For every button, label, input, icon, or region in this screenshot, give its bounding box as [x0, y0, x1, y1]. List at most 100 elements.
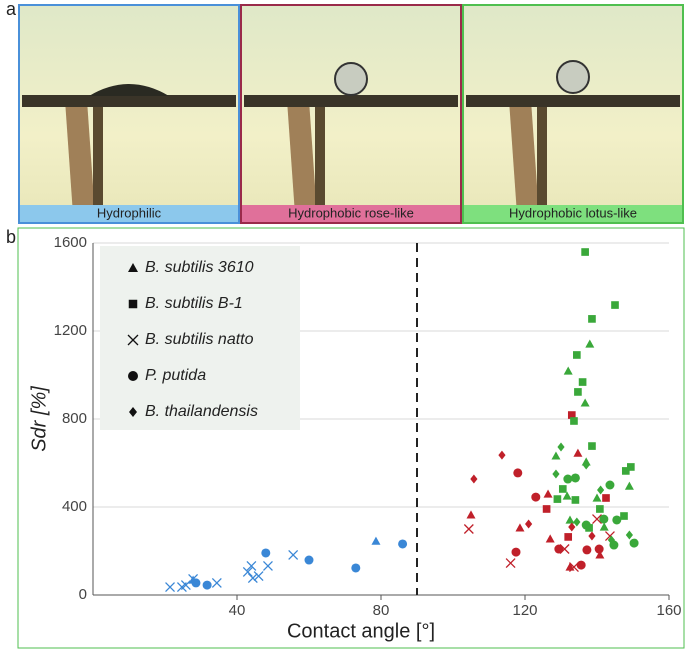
marker-triangle	[592, 493, 602, 502]
marker-triangle	[466, 510, 476, 519]
legend-label: B. subtilis B-1	[145, 295, 243, 312]
legend-label: P. putida	[145, 367, 206, 384]
marker-diamond	[625, 530, 633, 540]
marker-circle	[128, 371, 138, 381]
marker-circle	[191, 578, 201, 588]
photo-label: Hydrophobic rose-like	[288, 205, 414, 220]
photo-row: Hydrophilic Hydrophobic rose-like Hydropho…	[18, 4, 684, 224]
marker-triangle	[580, 398, 590, 407]
marker-circle	[599, 514, 609, 524]
support-dark	[537, 107, 547, 207]
marker-triangle	[371, 536, 381, 545]
photo-frame	[240, 4, 462, 224]
marker-diamond	[607, 535, 615, 545]
marker-square	[621, 467, 630, 475]
marker-diamond	[597, 485, 605, 495]
panel-frame	[17, 227, 685, 649]
photo-frame	[462, 4, 684, 224]
panel-letter: b	[6, 227, 16, 247]
marker-square	[581, 248, 589, 256]
marker-triangle	[595, 550, 605, 559]
y-tick-label: 1200	[54, 322, 87, 339]
support	[287, 107, 317, 207]
marker-diamond	[129, 407, 137, 417]
legend-label: B. subtilis natto	[145, 331, 254, 348]
y-tick-label: 800	[62, 410, 87, 427]
x-tick-label: 120	[512, 602, 537, 619]
marker-triangle	[543, 489, 553, 498]
label-bar	[240, 205, 462, 223]
marker-diamond	[498, 450, 506, 460]
marker-diamond	[573, 517, 581, 527]
marker-circle	[612, 515, 622, 525]
marker-cross	[253, 571, 264, 582]
y-tick-label: 1600	[54, 234, 87, 251]
marker-triangle	[599, 522, 609, 531]
support-dark	[93, 107, 103, 207]
marker-cross	[288, 550, 299, 560]
x-tick-label: 160	[656, 602, 681, 619]
marker-circle	[202, 580, 212, 590]
marker-square	[596, 505, 604, 513]
marker-square	[553, 495, 562, 503]
marker-circle	[261, 548, 271, 558]
marker-diamond	[525, 519, 533, 529]
label-bar	[462, 205, 684, 223]
marker-cross	[505, 558, 516, 569]
marker-circle	[351, 563, 361, 573]
droplet	[334, 62, 368, 96]
marker-triangle	[545, 534, 555, 543]
marker-circle	[570, 473, 580, 483]
substrate	[244, 95, 458, 107]
photo-label: Hydrophobic lotus-like	[509, 205, 637, 220]
marker-circle	[576, 560, 586, 570]
y-axis-label: Sdr [%]	[28, 386, 50, 452]
plot: 0 400 800 1200 1600 40 80 120 160 Contact angle […	[28, 234, 681, 642]
label-bar	[18, 205, 240, 223]
marker-square	[570, 417, 578, 425]
droplet	[89, 84, 169, 96]
marker-cross	[592, 514, 602, 525]
marker-circle	[594, 544, 604, 554]
marker-diamond	[588, 531, 596, 541]
photo-label: Hydrophilic	[97, 205, 162, 220]
support	[509, 107, 539, 207]
marker-square	[574, 388, 582, 396]
marker-triangle	[515, 523, 525, 532]
droplet	[556, 60, 590, 94]
marker-diamond	[470, 474, 478, 484]
marker-square	[620, 512, 628, 520]
x-tick-label: 80	[373, 602, 390, 619]
photo	[18, 5, 240, 223]
marker-circle	[511, 547, 521, 557]
marker-circle	[563, 474, 573, 484]
photo	[462, 5, 684, 223]
legend-label: B. thailandensis	[145, 403, 258, 420]
marker-cross	[247, 573, 258, 584]
legend-box	[100, 246, 300, 430]
marker-circle	[581, 520, 591, 530]
marker-square	[558, 485, 567, 493]
marker-cross	[165, 582, 175, 593]
marker-cross	[242, 566, 253, 577]
marker-triangle	[565, 515, 575, 524]
marker-cross	[127, 334, 139, 346]
marker-circle	[629, 538, 639, 548]
marker-circle	[513, 468, 523, 478]
support-dark	[315, 107, 325, 207]
marker-circle	[304, 555, 314, 565]
marker-circle	[582, 545, 592, 555]
marker-diamond	[552, 469, 560, 479]
marker-triangle	[128, 263, 138, 272]
marker-square	[588, 315, 596, 323]
photo-frame	[18, 4, 240, 224]
marker-diamond	[582, 460, 590, 470]
substrate	[466, 95, 680, 107]
marker-square	[567, 411, 576, 419]
legend-label: B. subtilis 3610	[145, 259, 254, 276]
x-tick-label: 40	[229, 602, 246, 619]
substrate	[22, 95, 236, 107]
marker-square	[542, 505, 551, 513]
marker-cross	[263, 561, 273, 571]
